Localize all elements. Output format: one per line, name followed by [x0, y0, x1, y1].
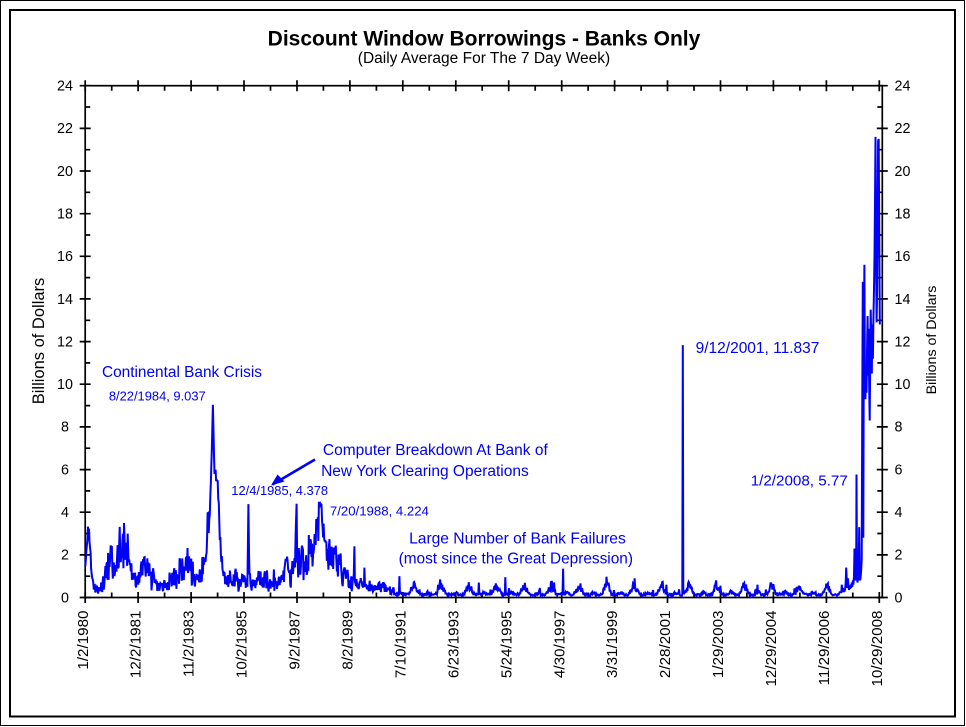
svg-text:10: 10	[57, 377, 73, 393]
svg-text:6: 6	[895, 462, 903, 478]
svg-text:12/2/1981: 12/2/1981	[128, 611, 145, 679]
svg-text:2/28/2001: 2/28/2001	[657, 611, 674, 679]
svg-text:24: 24	[895, 79, 911, 95]
svg-text:1/2/2008, 5.77: 1/2/2008, 5.77	[751, 473, 848, 490]
svg-text:2: 2	[895, 548, 903, 564]
svg-text:10/29/2008: 10/29/2008	[869, 611, 886, 687]
svg-text:11/29/2006: 11/29/2006	[816, 611, 833, 686]
svg-text:8: 8	[61, 420, 69, 436]
svg-text:7/10/1991: 7/10/1991	[392, 611, 409, 679]
svg-text:10/2/1985: 10/2/1985	[234, 611, 251, 679]
svg-text:4: 4	[895, 505, 903, 521]
svg-text:6: 6	[61, 462, 69, 478]
svg-text:1/2/1980: 1/2/1980	[75, 611, 92, 670]
svg-text:7/20/1988, 4.224: 7/20/1988, 4.224	[330, 504, 429, 519]
svg-text:Billions of Dollars: Billions of Dollars	[30, 278, 48, 405]
svg-text:5/24/1995: 5/24/1995	[498, 611, 515, 679]
svg-text:Large Number of Bank Failures: Large Number of Bank Failures	[409, 531, 626, 548]
svg-text:14: 14	[895, 292, 911, 308]
svg-text:3/31/1999: 3/31/1999	[604, 611, 621, 679]
svg-text:Billions of Dollars: Billions of Dollars	[924, 286, 940, 395]
svg-text:(Daily Average For The 7 Day W: (Daily Average For The 7 Day Week)	[358, 50, 610, 67]
svg-text:18: 18	[57, 207, 73, 223]
svg-text:9/2/1987: 9/2/1987	[287, 611, 304, 670]
svg-text:16: 16	[895, 249, 911, 265]
svg-text:9/12/2001, 11.837: 9/12/2001, 11.837	[696, 340, 820, 357]
svg-text:14: 14	[57, 292, 73, 308]
svg-text:16: 16	[57, 249, 73, 265]
svg-text:8: 8	[895, 420, 903, 436]
svg-text:4: 4	[61, 505, 69, 521]
svg-text:18: 18	[895, 207, 911, 223]
svg-text:8/2/1989: 8/2/1989	[340, 611, 357, 670]
svg-text:8/22/1984, 9.037: 8/22/1984, 9.037	[109, 389, 206, 404]
svg-text:Computer Breakdown At Bank of: Computer Breakdown At Bank of	[323, 442, 549, 459]
svg-text:New York Clearing Operations: New York Clearing Operations	[321, 463, 529, 480]
svg-text:11/2/1983: 11/2/1983	[181, 611, 198, 677]
svg-text:0: 0	[895, 590, 903, 606]
svg-text:20: 20	[895, 164, 911, 180]
svg-text:(most since the Great Depressi: (most since the Great Depression)	[399, 551, 633, 568]
svg-text:12: 12	[57, 334, 73, 350]
svg-text:Discount Window Borrowings - B: Discount Window Borrowings - Banks Only	[268, 28, 701, 51]
svg-text:10: 10	[895, 377, 911, 393]
svg-text:12: 12	[895, 334, 911, 350]
svg-text:2: 2	[61, 548, 69, 564]
svg-text:4/30/1997: 4/30/1997	[551, 611, 568, 679]
svg-text:20: 20	[57, 164, 73, 180]
svg-text:12/4/1985, 4.378: 12/4/1985, 4.378	[231, 483, 328, 498]
svg-text:6/23/1993: 6/23/1993	[445, 611, 462, 679]
svg-text:1/29/2003: 1/29/2003	[710, 611, 727, 679]
svg-text:Continental Bank Crisis: Continental Bank Crisis	[102, 364, 262, 381]
svg-text:12/29/2004: 12/29/2004	[763, 611, 780, 687]
svg-text:22: 22	[895, 121, 911, 137]
svg-text:24: 24	[57, 79, 73, 95]
svg-text:0: 0	[61, 590, 69, 606]
svg-text:22: 22	[57, 121, 73, 137]
